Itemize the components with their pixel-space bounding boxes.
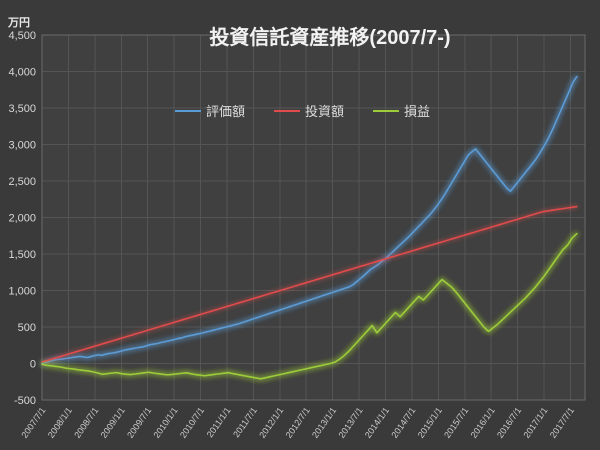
legend-label-投資額: 投資額 (305, 104, 344, 119)
y-axis-tick-label: 4,500 (8, 30, 36, 42)
legend-label-評価額: 評価額 (206, 104, 245, 119)
y-axis-tick-label: 2,000 (8, 213, 36, 225)
y-axis-tick-label: 1,500 (8, 249, 36, 261)
legend-label-損益: 損益 (404, 104, 430, 119)
data-series-group (41, 75, 578, 380)
y-axis-tick-label: -500 (14, 395, 36, 407)
series-line-投資額 (41, 205, 578, 363)
y-axis-tick-label: 4,000 (8, 67, 36, 79)
series-line-評価額 (41, 75, 578, 365)
y-axis-tick-labels: -500 0 500 1,000 1,500 2,000 2,500 3,000 3,500 4,… (8, 30, 36, 407)
chart-legend: 評価額 投資額 損益 (175, 104, 430, 119)
y-axis-unit-label: 万円 (7, 16, 30, 29)
series-line-損益 (41, 232, 578, 380)
chart-title: 投資信託資産推移(2007/7-) (209, 25, 450, 49)
y-axis-tick-label: 500 (18, 322, 36, 334)
y-axis-tick-label: 0 (30, 359, 36, 371)
y-axis-tick-label: 3,000 (8, 140, 36, 152)
y-axis-tick-label: 3,500 (8, 103, 36, 115)
y-axis-tick-label: 1,000 (8, 286, 36, 298)
y-axis-tick-label: 2,500 (8, 176, 36, 188)
plot-area-border (41, 34, 586, 401)
